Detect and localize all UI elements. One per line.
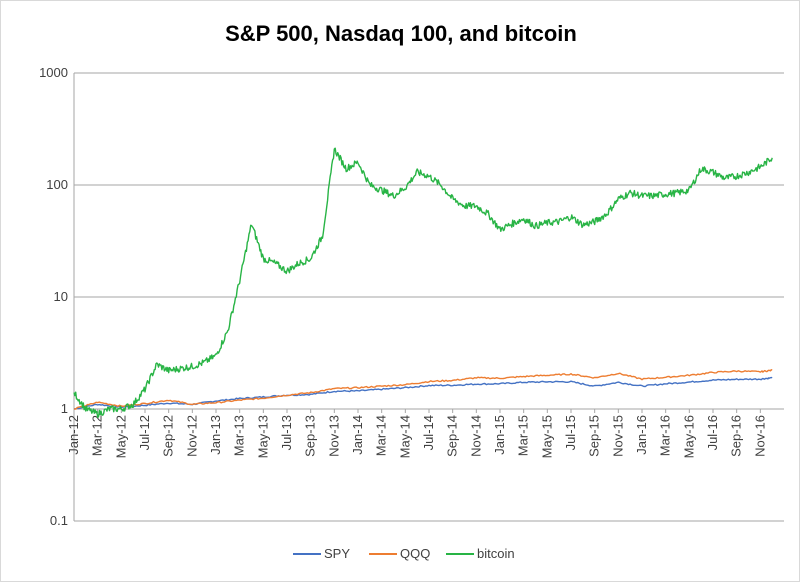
y-tick-label: 1 bbox=[61, 401, 68, 416]
x-tick-label: Jul-12 bbox=[137, 415, 152, 450]
x-tick-label: May-16 bbox=[681, 415, 696, 458]
x-tick-label: Sep-12 bbox=[161, 415, 176, 457]
x-tick-label: Nov-14 bbox=[468, 415, 483, 457]
x-tick-label: May-13 bbox=[255, 415, 270, 458]
x-tick-label: Jan-15 bbox=[492, 415, 507, 455]
x-tick-label: Mar-13 bbox=[232, 415, 247, 456]
axes bbox=[73, 73, 784, 521]
x-tick-label: Mar-12 bbox=[90, 415, 105, 456]
y-tick-label: 10 bbox=[54, 289, 68, 304]
x-tick-label: Jan-13 bbox=[208, 415, 223, 455]
x-tick-label: Mar-16 bbox=[658, 415, 673, 456]
legend-label-qqq: QQQ bbox=[400, 546, 430, 561]
x-tick-label: Jul-15 bbox=[563, 415, 578, 450]
series-line-bitcoin bbox=[73, 147, 773, 418]
x-tick-labels: Jan-12 Mar-12 May-12 Jul-12 Sep-12 Nov-12 Jan-… bbox=[66, 415, 767, 458]
x-tick-label: Jul-13 bbox=[279, 415, 294, 450]
x-tick-label: Nov-13 bbox=[326, 415, 341, 457]
x-tick-label: Sep-14 bbox=[445, 415, 460, 457]
legend-label-bitcoin: bitcoin bbox=[477, 546, 515, 561]
x-tick-label: Sep-13 bbox=[303, 415, 318, 457]
x-tick-label: Mar-14 bbox=[374, 415, 389, 456]
x-tick-label: Jul-14 bbox=[421, 415, 436, 450]
legend: SPY QQQ bitcoin bbox=[293, 546, 515, 561]
series-lines bbox=[73, 147, 773, 418]
x-tick-label: Nov-16 bbox=[752, 415, 767, 457]
y-tick-label: 1000 bbox=[39, 65, 68, 80]
x-tick-label: Mar-15 bbox=[516, 415, 531, 456]
legend-label-spy: SPY bbox=[324, 546, 350, 561]
x-tick-label: May-12 bbox=[113, 415, 128, 458]
x-tick-label: Sep-15 bbox=[587, 415, 602, 457]
x-tick-label: Jan-12 bbox=[66, 415, 81, 455]
x-tick-label: Jan-16 bbox=[634, 415, 649, 455]
chart-title: S&P 500, Nasdaq 100, and bitcoin bbox=[225, 21, 577, 46]
x-tick-label: May-15 bbox=[539, 415, 554, 458]
x-tick-label: Nov-15 bbox=[610, 415, 625, 457]
series-line-qqq bbox=[73, 369, 773, 410]
y-tick-label: 0.1 bbox=[50, 513, 68, 528]
gridlines bbox=[74, 72, 784, 522]
x-tick-label: May-14 bbox=[397, 415, 412, 458]
x-tick-label: Jan-14 bbox=[350, 415, 365, 455]
x-tick-label: Nov-12 bbox=[184, 415, 199, 457]
x-tick-label: Jul-16 bbox=[705, 415, 720, 450]
y-tick-label: 100 bbox=[46, 177, 68, 192]
y-tick-labels: 0.1 1 10 100 1000 bbox=[39, 65, 68, 528]
x-tick-label: Sep-16 bbox=[729, 415, 744, 457]
